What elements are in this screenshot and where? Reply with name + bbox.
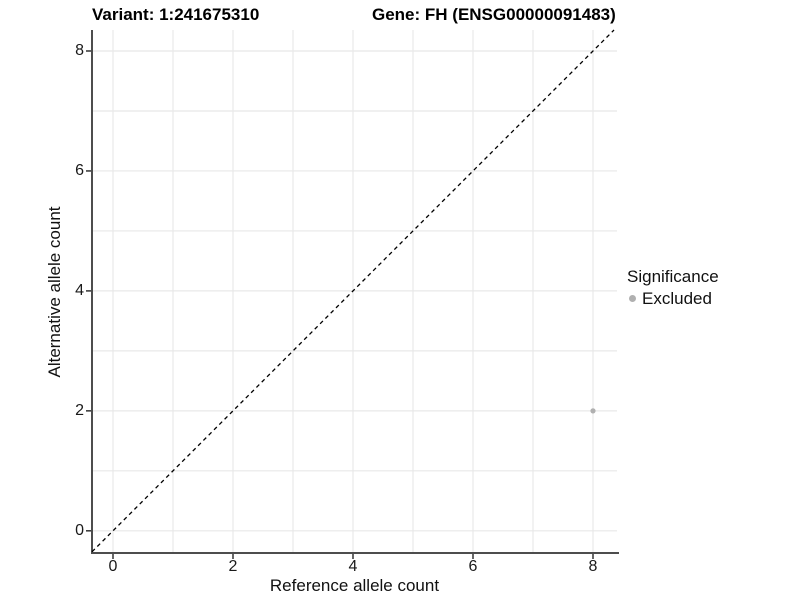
legend-items: Excluded (627, 288, 719, 309)
legend: Significance Excluded (627, 266, 719, 309)
legend-swatch-icon (629, 295, 636, 302)
y-tick-label: 4 (75, 281, 84, 299)
x-tick-label: 6 (468, 558, 478, 575)
y-tick-label: 0 (75, 521, 84, 539)
plot-title-variant: Variant: 1:241675310 (92, 5, 260, 24)
y-axis-title: Alternative allele count (45, 206, 64, 378)
legend-title: Significance (627, 267, 719, 286)
plot-title-gene: Gene: FH (ENSG00000091483) (372, 5, 616, 24)
x-tick-label: 2 (228, 558, 238, 575)
y-tick-label: 6 (75, 161, 84, 179)
x-tick-label: 0 (108, 558, 118, 575)
x-tick-label: 8 (588, 558, 598, 575)
identity-line (91, 29, 615, 553)
x-tick-label: 4 (348, 558, 358, 575)
data-point (590, 408, 596, 414)
x-axis-title: Reference allele count (269, 576, 440, 595)
legend-label: Excluded (642, 289, 712, 308)
legend-item-excluded: Excluded (627, 288, 719, 309)
y-tick-label: 2 (75, 401, 84, 419)
y-tick-label: 8 (75, 41, 84, 59)
